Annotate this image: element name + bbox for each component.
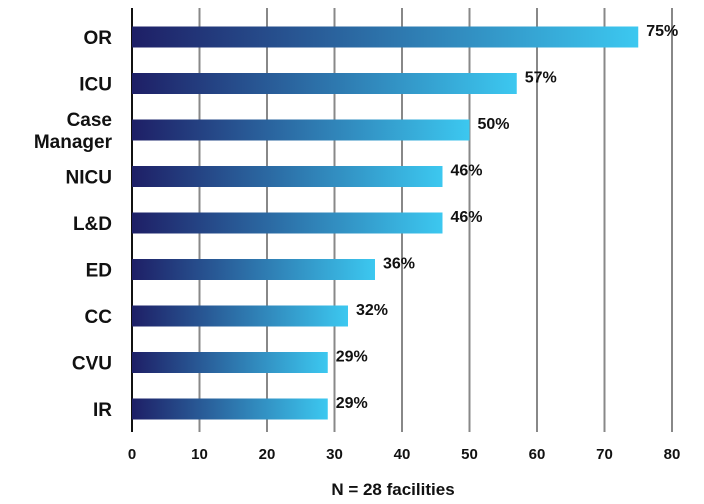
bars — [132, 26, 639, 420]
value-label: 36% — [383, 256, 415, 273]
x-tick-label: 50 — [461, 446, 478, 463]
x-tick-label: 60 — [529, 446, 546, 463]
x-tick-label: 0 — [128, 446, 136, 463]
x-tick-label: 80 — [664, 446, 681, 463]
category-label: NICU — [66, 168, 112, 189]
category-label: IR — [93, 400, 112, 421]
value-label: 75% — [646, 23, 678, 40]
value-label: 29% — [336, 349, 368, 366]
category-label: L&D — [73, 214, 112, 235]
value-label: 50% — [478, 116, 510, 133]
category-label: CVU — [72, 354, 112, 375]
bar — [132, 398, 328, 420]
value-labels: 75% 57% 50% 46% 46% 36% 32% 29% 29% — [336, 23, 679, 412]
x-tick-label: 30 — [326, 446, 343, 463]
category-label: ICU — [79, 75, 112, 96]
bar — [132, 305, 348, 327]
bar — [132, 212, 443, 234]
value-label: 46% — [451, 209, 483, 226]
value-label: 29% — [336, 395, 368, 412]
x-tick-label: 40 — [394, 446, 411, 463]
bar — [132, 73, 517, 94]
category-label: OR — [84, 28, 113, 49]
value-label: 57% — [525, 70, 557, 87]
value-label: 46% — [451, 163, 483, 180]
bar — [132, 259, 375, 280]
bar — [132, 119, 470, 141]
bar — [132, 26, 639, 48]
category-labels: OR ICU Case Manager NICU L&D ED CC CVU IR — [34, 28, 113, 421]
x-tick-label: 10 — [191, 446, 208, 463]
bar — [132, 352, 328, 373]
value-label: 32% — [356, 302, 388, 319]
x-tick-label: 70 — [596, 446, 613, 463]
x-axis-ticks: 0 10 20 30 40 50 60 70 80 — [128, 446, 681, 463]
bar — [132, 166, 443, 187]
category-label: CC — [85, 307, 113, 328]
category-label: ED — [86, 261, 112, 282]
category-label: Case Manager — [34, 110, 113, 153]
x-axis-label: N = 28 facilities — [331, 480, 454, 499]
x-tick-label: 20 — [259, 446, 276, 463]
